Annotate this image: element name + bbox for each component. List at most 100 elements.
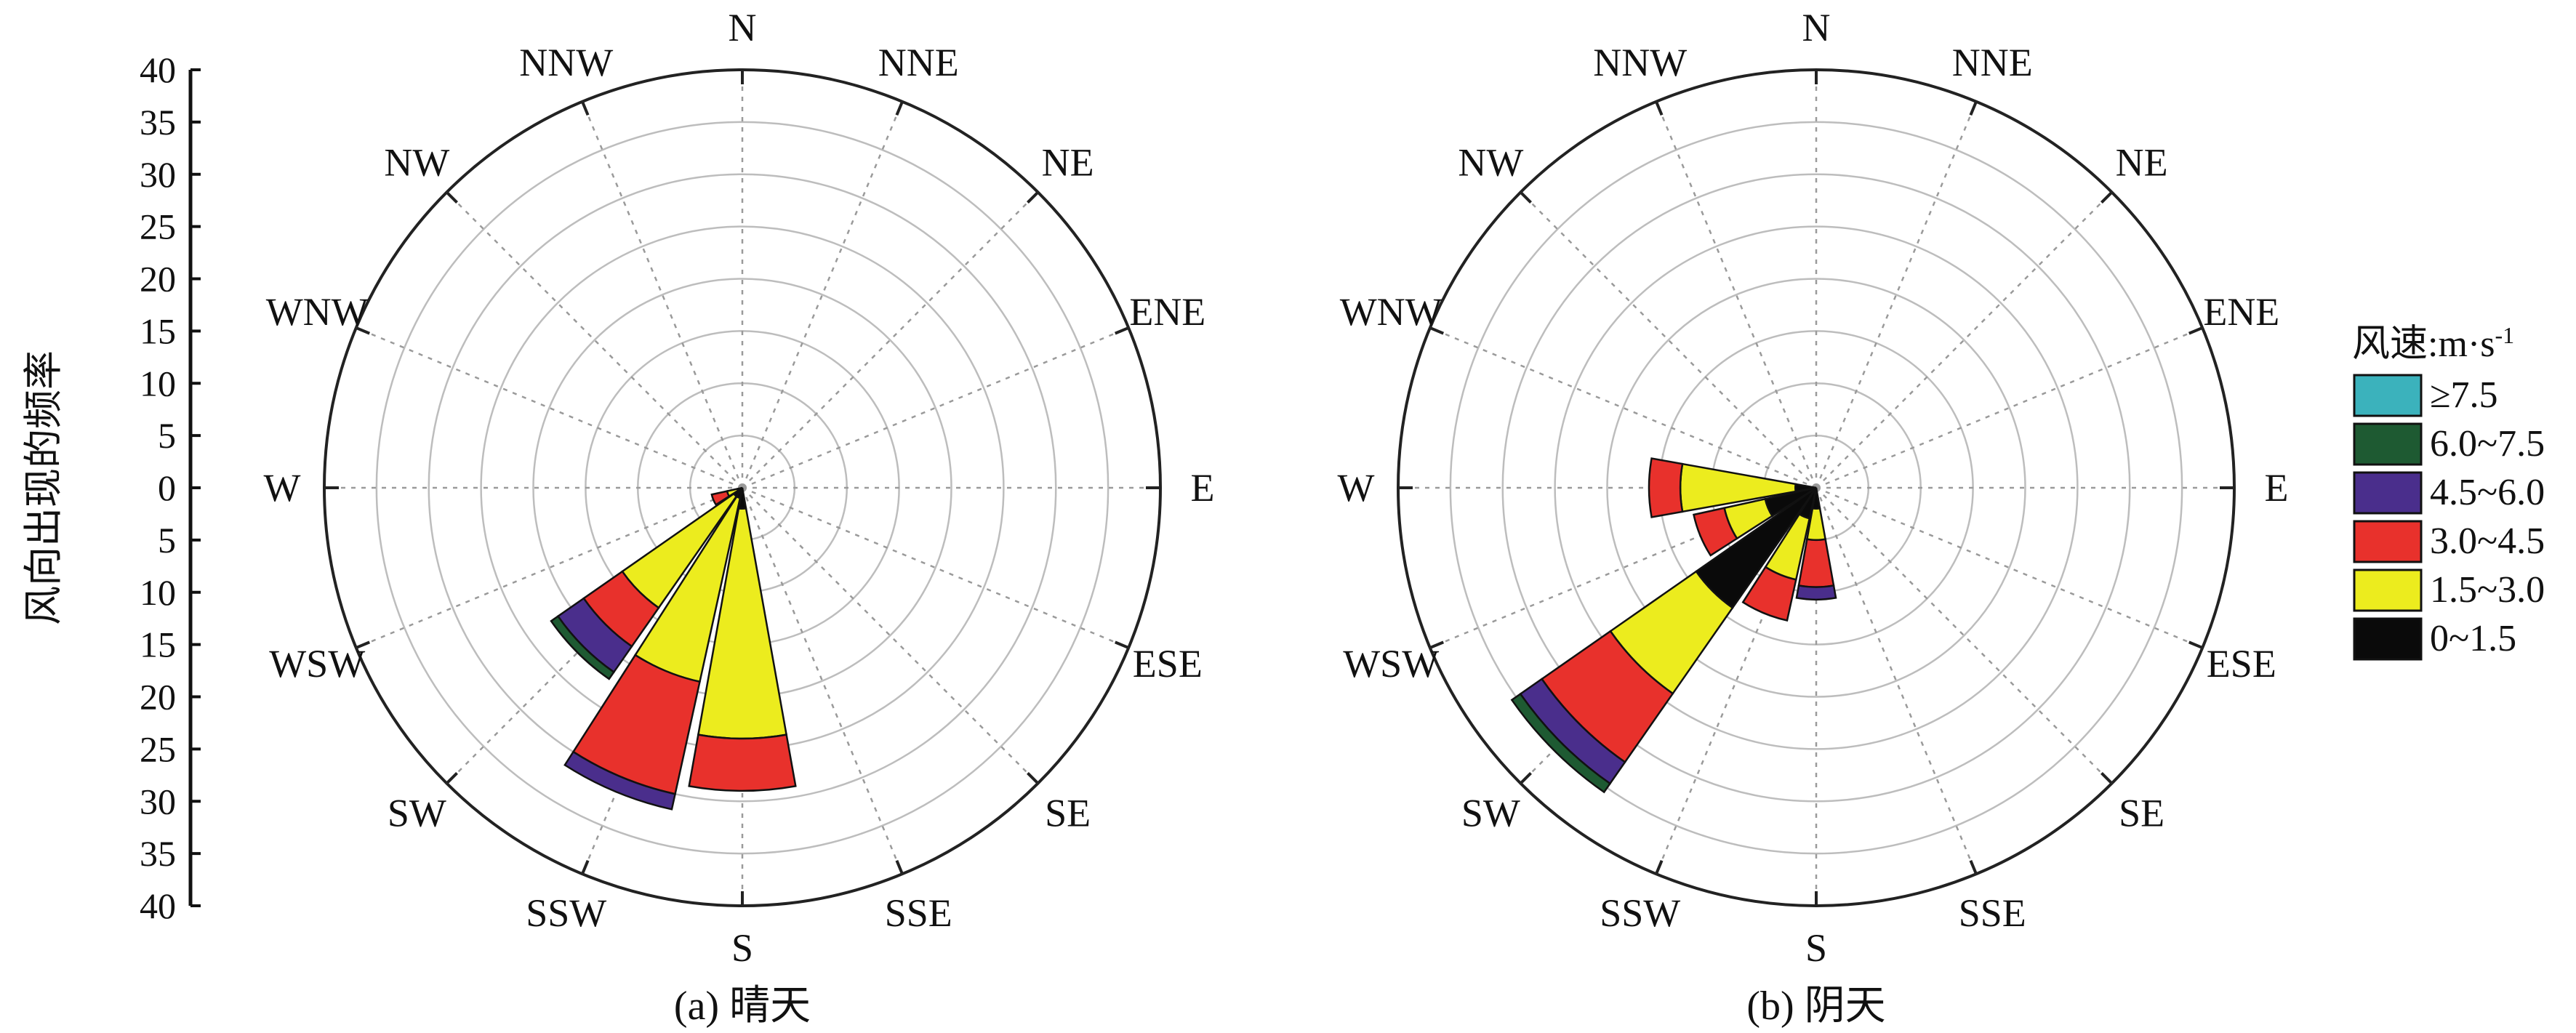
- direction-label-ese: ESE: [1133, 642, 1203, 686]
- direction-tick: [1655, 859, 1664, 875]
- legend-swatch: [2353, 520, 2423, 563]
- axis-tick-label: 35: [140, 833, 176, 874]
- wedge-wsw-class-2: [710, 490, 731, 506]
- wedge-wsw-class-2: [1693, 507, 1738, 557]
- direction-tick: [895, 859, 904, 875]
- wedge-s-class-3: [1795, 584, 1837, 601]
- legend-items: ≥7.5 6.0~7.5 4.5~6.0 3.0~4.5 1.5~3.0 0~1.5: [2353, 374, 2545, 661]
- direction-label-nnw: NNW: [519, 41, 613, 84]
- legend-label: 0~1.5: [2430, 618, 2516, 659]
- legend-label: ≥7.5: [2430, 374, 2498, 416]
- direction-label-w: W: [1338, 466, 1375, 510]
- wedge-sw-class-4: [550, 614, 616, 680]
- legend-title-sup: -1: [2495, 322, 2514, 348]
- spoke-line: [446, 191, 743, 489]
- panel-b-caption: (b) 阴天: [1746, 984, 1885, 1029]
- wedge-ssw-class-3: [563, 750, 677, 811]
- direction-tick: [1969, 101, 1978, 116]
- direction-tick: [2100, 190, 2114, 204]
- direction-tick: [1027, 190, 1040, 204]
- direction-label-sse: SSE: [1959, 891, 2026, 935]
- spoke-line: [741, 487, 904, 875]
- legend-swatch: [2353, 568, 2423, 612]
- wedge-s-class-2: [688, 733, 797, 792]
- grid-ring: [1606, 278, 2026, 698]
- axis-tick-label: 5: [158, 415, 176, 456]
- legend-title-main: 风速:m·s: [2352, 323, 2495, 365]
- direction-tick: [1027, 772, 1040, 785]
- direction-tick: [356, 640, 371, 649]
- direction-tick: [895, 101, 904, 116]
- direction-label-se: SE: [1045, 792, 1091, 835]
- legend-label: 6.0~7.5: [2430, 423, 2545, 465]
- direction-tick: [1114, 326, 1129, 335]
- spoke-line: [356, 326, 743, 489]
- direction-label-se: SE: [2119, 792, 2164, 835]
- axis-tick-label: 20: [140, 259, 176, 300]
- direction-label-nne: NNE: [1952, 41, 2033, 84]
- direction-tick: [1519, 190, 1532, 204]
- axis-tick-label: 25: [140, 728, 176, 769]
- direction-label-nw: NW: [1458, 140, 1523, 184]
- axis-tick-label: 25: [140, 206, 176, 247]
- direction-label-ne: NE: [2116, 140, 2168, 184]
- spoke-line: [1655, 487, 1818, 875]
- wedge-w-class-2: [1648, 457, 1684, 518]
- direction-label-ne: NE: [1042, 140, 1094, 184]
- wedge-ssw-class-2: [1741, 566, 1797, 622]
- spoke-line: [1815, 487, 1978, 875]
- spoke-line: [1429, 326, 1817, 489]
- spoke-line: [742, 486, 1129, 649]
- direction-label-nw: NW: [384, 140, 449, 184]
- grid-ring: [1449, 121, 2183, 855]
- spoke-line: [1815, 487, 2113, 784]
- direction-tick: [581, 859, 590, 875]
- direction-label-wnw: WNW: [1340, 290, 1443, 334]
- axis-tick-label: 30: [140, 154, 176, 195]
- axis-tick-label: 40: [140, 49, 176, 90]
- axis-tick-label: 40: [140, 885, 176, 926]
- direction-tick: [1519, 772, 1532, 785]
- axis-tick-label: 5: [158, 520, 176, 560]
- spoke-line: [1520, 191, 1817, 489]
- direction-label-n: N: [729, 6, 757, 49]
- direction-label-sw: SW: [1461, 792, 1520, 835]
- spoke-line: [1815, 191, 2113, 489]
- direction-tick: [581, 101, 590, 116]
- direction-tick: [2188, 640, 2203, 649]
- direction-label-sw: SW: [388, 792, 446, 835]
- direction-label-wnw: WNW: [266, 290, 369, 334]
- frequency-axis-label: 风向出现的频率: [22, 350, 65, 625]
- grid-ring: [375, 121, 1110, 855]
- spoke-line: [1815, 486, 2203, 649]
- legend-swatch: [2353, 617, 2423, 661]
- direction-label-ssw: SSW: [526, 891, 606, 935]
- spoke-line: [742, 487, 1039, 784]
- axis-tick-label: 30: [140, 781, 176, 821]
- direction-tick: [1429, 640, 1445, 649]
- axis-tick-label: 20: [140, 677, 176, 718]
- direction-label-wsw: WSW: [269, 642, 365, 686]
- speed-legend: 风速:m·s-1 ≥7.5 6.0~7.5 4.5~6.0 3.0~4.5 1.5~3.…: [2352, 322, 2545, 661]
- direction-label-sse: SSE: [885, 891, 952, 935]
- direction-label-e: E: [2265, 466, 2289, 510]
- grid-ring: [1501, 173, 2131, 803]
- direction-label-wsw: WSW: [1343, 642, 1439, 686]
- axis-tick-label: 0: [158, 467, 176, 508]
- axis-tick-label: 35: [140, 102, 176, 142]
- legend-swatch: [2353, 374, 2423, 417]
- axis-tick-label: 10: [140, 572, 176, 613]
- legend-label: 3.0~4.5: [2430, 520, 2545, 562]
- direction-label-ese: ESE: [2207, 642, 2276, 686]
- spoke-line: [742, 191, 1039, 489]
- direction-label-ssw: SSW: [1600, 891, 1680, 935]
- axis-tick-label: 15: [140, 624, 176, 665]
- direction-tick: [445, 190, 458, 204]
- direction-label-nne: NNE: [878, 41, 959, 84]
- legend-swatch: [2353, 422, 2423, 466]
- direction-label-ene: ENE: [1129, 290, 1205, 334]
- axis-tick-label: 15: [140, 310, 176, 351]
- wind-rose-panel-b: N NNE NE ENE E ESE SE SSE S SSW SW WSW W WNW NW NNW: [1338, 6, 2289, 970]
- spoke-line: [1815, 101, 1978, 489]
